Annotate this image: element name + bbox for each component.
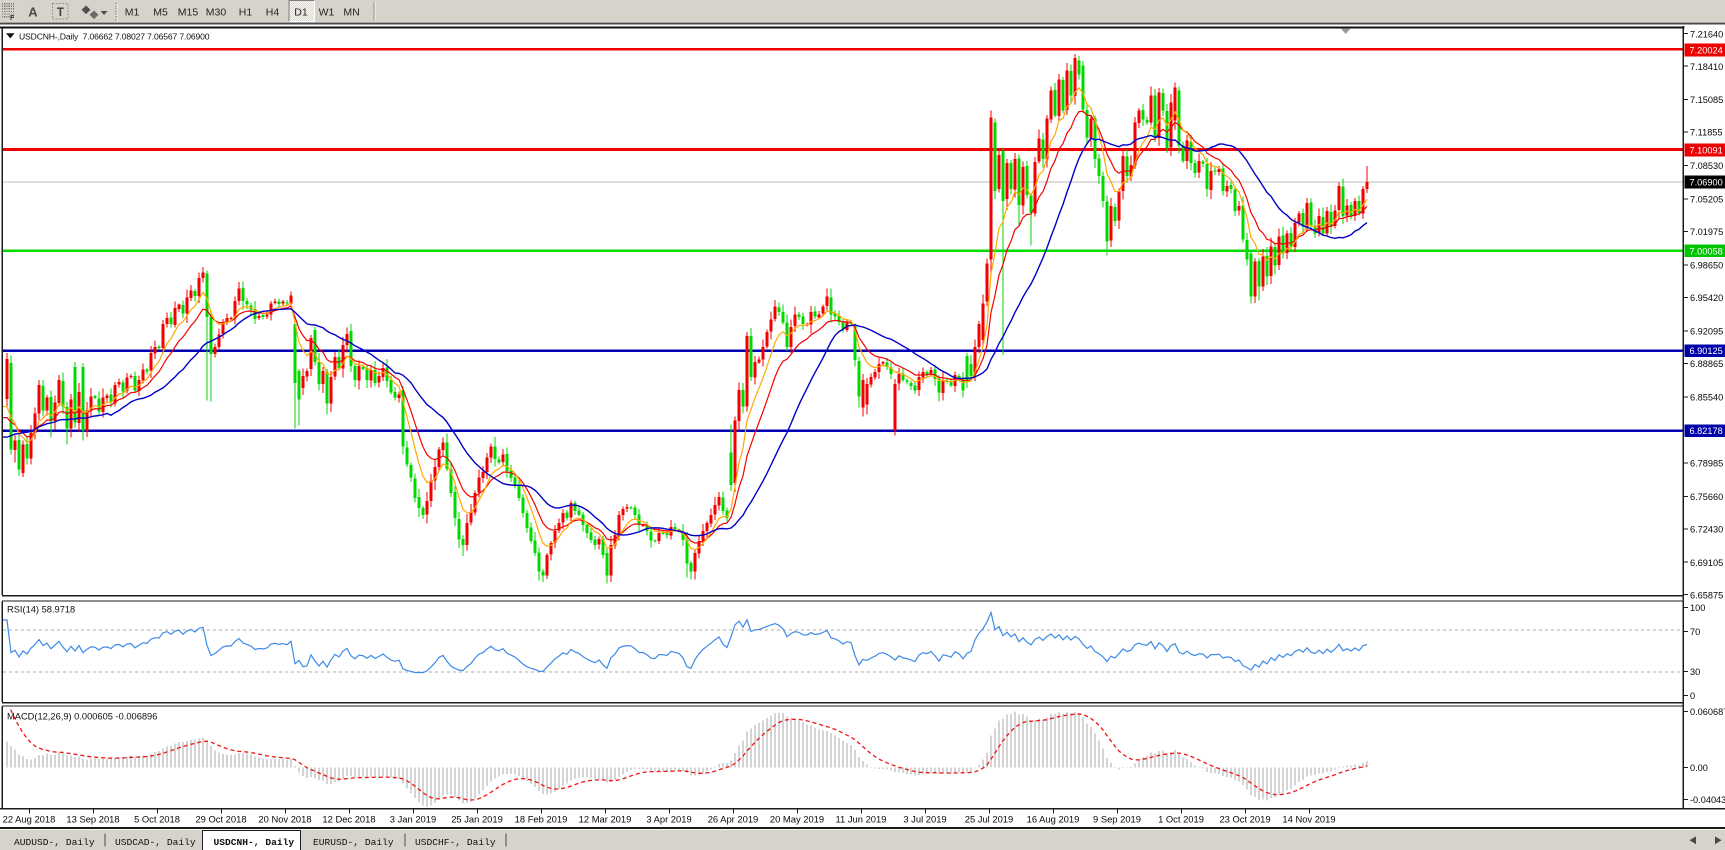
svg-text:7.20024: 7.20024 <box>1690 46 1723 56</box>
svg-text:12 Mar 2019: 12 Mar 2019 <box>579 814 632 825</box>
svg-text:6.92095: 6.92095 <box>1690 327 1723 337</box>
svg-text:20 Nov 2018: 20 Nov 2018 <box>258 814 311 825</box>
svg-text:6.88865: 6.88865 <box>1690 359 1723 369</box>
svg-text:6.78985: 6.78985 <box>1690 458 1723 468</box>
svg-text:7.06900: 7.06900 <box>1690 178 1723 188</box>
svg-text:6.75660: 6.75660 <box>1690 492 1723 502</box>
svg-text:25 Jan 2019: 25 Jan 2019 <box>451 814 503 825</box>
svg-text:9 Sep 2019: 9 Sep 2019 <box>1093 814 1141 825</box>
svg-text:H4: H4 <box>266 7 280 19</box>
svg-text:7.00058: 7.00058 <box>1690 246 1723 256</box>
svg-text:7.11855: 7.11855 <box>1690 128 1723 138</box>
svg-text:0.00: 0.00 <box>1690 763 1708 773</box>
svg-text:A: A <box>28 5 38 20</box>
svg-text:RSI(14) 58.9718: RSI(14) 58.9718 <box>7 605 75 615</box>
svg-text:14 Nov 2019: 14 Nov 2019 <box>1282 814 1335 825</box>
svg-text:22 Aug 2018: 22 Aug 2018 <box>3 814 56 825</box>
svg-text:1 Oct 2019: 1 Oct 2019 <box>1158 814 1204 825</box>
svg-text:6.95420: 6.95420 <box>1690 293 1723 303</box>
svg-text:3 Jul 2019: 3 Jul 2019 <box>903 814 946 825</box>
svg-text:M15: M15 <box>178 7 199 19</box>
svg-text:H1: H1 <box>239 7 253 19</box>
svg-text:6.98650: 6.98650 <box>1690 261 1723 271</box>
svg-text:30: 30 <box>1690 667 1700 677</box>
svg-text:MACD(12,26,9) 0.000605 -0.0068: MACD(12,26,9) 0.000605 -0.006896 <box>7 712 157 722</box>
svg-text:7.10091: 7.10091 <box>1690 145 1723 155</box>
svg-text:EURUSD-, Daily: EURUSD-, Daily <box>313 837 394 848</box>
svg-text:6.85540: 6.85540 <box>1690 393 1723 403</box>
svg-text:20 May 2019: 20 May 2019 <box>770 814 824 825</box>
svg-text:USDCNH-, Daily: USDCNH-, Daily <box>214 837 295 848</box>
svg-text:6.72430: 6.72430 <box>1690 524 1723 534</box>
svg-text:3 Jan 2019: 3 Jan 2019 <box>390 814 436 825</box>
svg-text:23 Oct 2019: 23 Oct 2019 <box>1219 814 1270 825</box>
svg-text:6.82178: 6.82178 <box>1690 426 1723 436</box>
svg-text:18 Feb 2019: 18 Feb 2019 <box>515 814 568 825</box>
svg-text:F: F <box>10 15 15 22</box>
svg-text:W1: W1 <box>319 7 335 19</box>
svg-text:MN: MN <box>343 7 359 19</box>
svg-text:7.21640: 7.21640 <box>1690 29 1723 39</box>
svg-text:7.18410: 7.18410 <box>1690 62 1723 72</box>
svg-text:0.060687: 0.060687 <box>1690 707 1725 717</box>
svg-text:M1: M1 <box>125 7 140 19</box>
svg-text:6.90125: 6.90125 <box>1690 346 1723 356</box>
svg-text:26 Apr 2019: 26 Apr 2019 <box>708 814 759 825</box>
svg-text:11 Jun 2019: 11 Jun 2019 <box>836 814 887 825</box>
svg-text:USDCAD-, Daily: USDCAD-, Daily <box>115 837 196 848</box>
svg-text:M5: M5 <box>153 7 168 19</box>
svg-text:0: 0 <box>1690 691 1695 701</box>
svg-text:D1: D1 <box>294 7 308 19</box>
svg-text:7.08530: 7.08530 <box>1690 161 1723 171</box>
svg-text:12 Dec 2018: 12 Dec 2018 <box>322 814 375 825</box>
svg-text:AUDUSD-, Daily: AUDUSD-, Daily <box>14 837 95 848</box>
svg-text:T: T <box>57 7 64 19</box>
svg-text:6.65875: 6.65875 <box>1690 590 1723 600</box>
svg-text:29 Oct 2018: 29 Oct 2018 <box>195 814 246 825</box>
svg-text:5 Oct 2018: 5 Oct 2018 <box>134 814 180 825</box>
svg-text:25 Jul 2019: 25 Jul 2019 <box>965 814 1013 825</box>
svg-text:7.01975: 7.01975 <box>1690 227 1723 237</box>
svg-text:7.15085: 7.15085 <box>1690 95 1723 105</box>
svg-text:USDCHF-, Daily: USDCHF-, Daily <box>415 837 496 848</box>
svg-text:100: 100 <box>1690 603 1705 613</box>
svg-text:70: 70 <box>1690 627 1700 637</box>
svg-text:16 Aug 2019: 16 Aug 2019 <box>1027 814 1080 825</box>
svg-text:7.05205: 7.05205 <box>1690 195 1723 205</box>
svg-text:USDCNH-,Daily 7.06662 7.08027: USDCNH-,Daily 7.06662 7.08027 7.06567 7.… <box>19 31 210 41</box>
svg-text:3 Apr 2019: 3 Apr 2019 <box>646 814 691 825</box>
svg-text:M30: M30 <box>206 7 227 19</box>
svg-text:13 Sep 2018: 13 Sep 2018 <box>66 814 119 825</box>
svg-text:6.69105: 6.69105 <box>1690 558 1723 568</box>
